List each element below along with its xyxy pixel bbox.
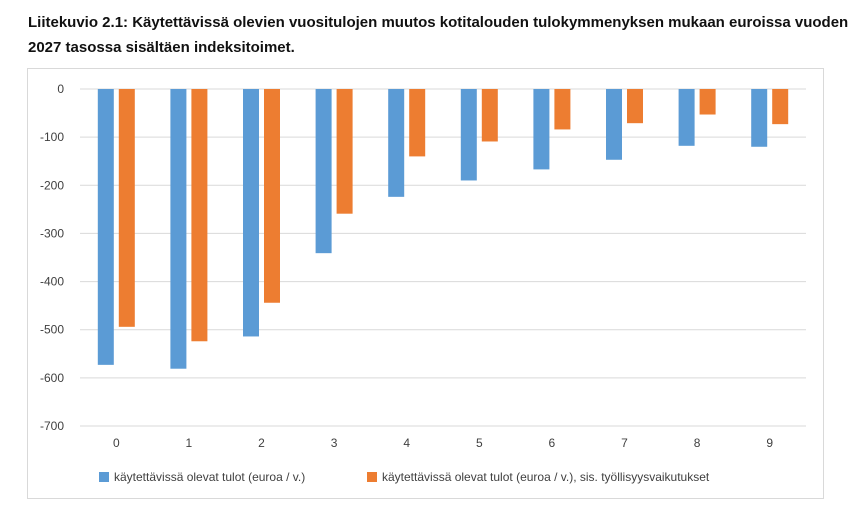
bar-series-2-category-2	[264, 89, 280, 303]
x-tick-label: 4	[403, 436, 410, 450]
legend-label-2: käytettävissä olevat tulot (euroa / v.),…	[382, 470, 710, 484]
bar-series-2-category-7	[627, 89, 643, 124]
y-tick-label: 0	[57, 82, 64, 96]
y-tick-label: -700	[40, 419, 64, 433]
x-tick-label: 9	[766, 436, 773, 450]
chart-frame	[27, 68, 824, 499]
y-axis-ticks: 0 -100 -200 -300 -400 -500 -600 -700	[40, 82, 64, 433]
legend: käytettävissä olevat tulot (euroa / v.) k…	[99, 470, 710, 484]
x-tick-label: 0	[113, 436, 120, 450]
bar-series-1-category-0	[97, 89, 114, 365]
chart-title: Liitekuvio 2.1: Käytettävissä olevien vu…	[28, 14, 849, 56]
bar-series-1-category-8	[678, 89, 695, 146]
x-tick-label: 3	[331, 436, 338, 450]
x-tick-label: 7	[621, 436, 628, 450]
bar-series-2-category-1	[191, 89, 208, 342]
bar-series-2-category-0	[118, 89, 135, 327]
bar-series-2-category-9	[772, 89, 789, 125]
y-tick-label: -100	[40, 130, 64, 144]
bar-series-1-category-9	[751, 89, 768, 147]
x-tick-label: 6	[549, 436, 556, 450]
bar-series-1-category-6	[533, 89, 550, 170]
legend-swatch-1	[99, 472, 109, 482]
legend-swatch-2	[367, 472, 377, 482]
bar-series-2-category-5	[481, 89, 498, 142]
bar-series-1-category-7	[606, 89, 622, 160]
y-tick-label: -300	[40, 226, 64, 240]
y-tick-label: -200	[40, 178, 64, 192]
legend-label-1: käytettävissä olevat tulot (euroa / v.)	[114, 470, 305, 484]
gridlines	[80, 88, 806, 427]
bar-series-2-category-4	[409, 89, 426, 157]
bar-series-1-category-4	[388, 89, 405, 197]
bar-series-2-category-6	[554, 89, 571, 130]
y-tick-label: -600	[40, 371, 64, 385]
bar-series-1-category-2	[243, 89, 259, 337]
x-tick-label: 5	[476, 436, 483, 450]
bar-series-2-category-8	[699, 89, 716, 115]
x-axis-ticks: 0 1 2 3 4 5 6 7 8 9	[113, 436, 773, 450]
bar-series-1-category-5	[460, 89, 477, 181]
x-tick-label: 8	[694, 436, 701, 450]
x-tick-label: 1	[186, 436, 193, 450]
bar-series-2-category-3	[336, 89, 353, 214]
bar-series-1-category-1	[170, 89, 187, 369]
bars	[97, 89, 789, 369]
y-tick-label: -400	[40, 275, 64, 289]
y-tick-label: -500	[40, 323, 64, 337]
bar-series-1-category-3	[315, 89, 332, 254]
x-tick-label: 2	[258, 436, 265, 450]
